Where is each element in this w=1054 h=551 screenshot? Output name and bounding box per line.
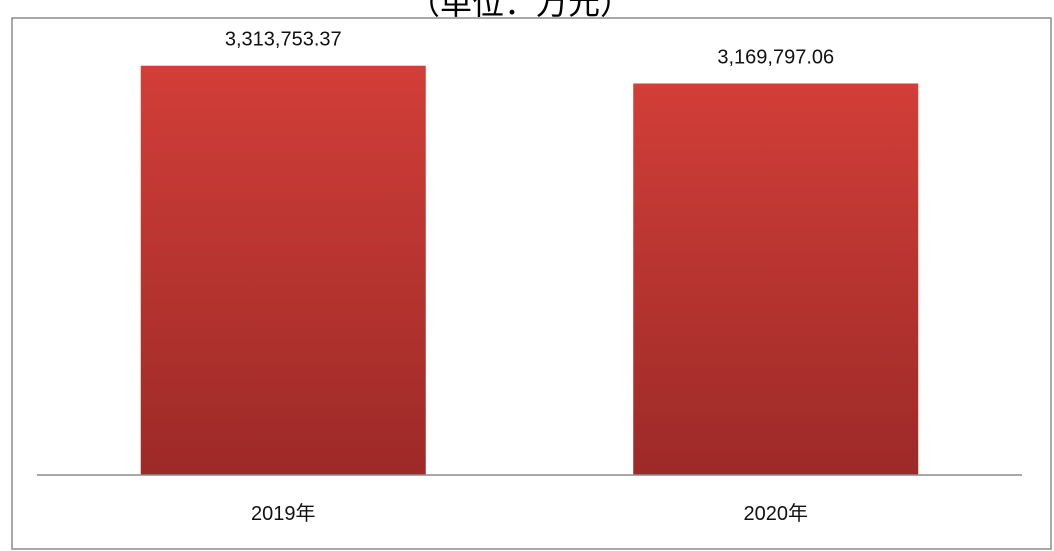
chart-frame <box>11 17 1052 550</box>
x-tick-label-1: 2020年 <box>744 502 809 525</box>
x-tick-label-0: 2019年 <box>251 502 316 525</box>
data-label-1: 3,169,797.06 <box>717 46 834 68</box>
data-label-0: 3,313,753.37 <box>225 29 342 51</box>
bar-1 <box>633 83 919 475</box>
bars-layer <box>140 65 919 476</box>
x-tick-labels-layer: 2019年 2020年 <box>251 502 808 525</box>
bar-0 <box>140 65 426 476</box>
chart-title: （单位：万元） <box>408 0 632 22</box>
data-labels-layer: 3,313,753.37 3,169,797.06 <box>225 29 834 69</box>
